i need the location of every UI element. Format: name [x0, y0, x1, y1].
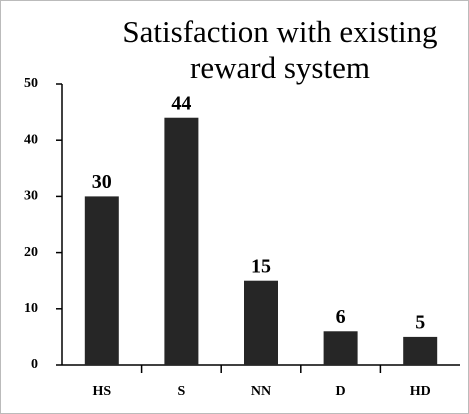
chart-title: Satisfaction with existing reward system: [122, 14, 438, 85]
y-tick-label: 40: [24, 132, 38, 147]
y-tick-label: 0: [31, 357, 38, 372]
y-tick-label: 20: [24, 245, 38, 260]
data-label: 6: [336, 306, 346, 328]
x-tick-label: HD: [410, 384, 431, 399]
data-label: 30: [92, 171, 112, 193]
bar: [84, 196, 119, 365]
bar: [164, 117, 199, 365]
x-tick-label: NN: [251, 384, 271, 399]
data-label: 44: [171, 92, 191, 114]
data-label: 15: [251, 255, 271, 277]
x-tick-label: HS: [92, 384, 111, 399]
x-tick-label: D: [336, 384, 346, 399]
y-tick-label: 30: [24, 189, 38, 204]
y-tick-label: 50: [24, 76, 38, 91]
data-label: 5: [415, 311, 425, 333]
x-tick-label: S: [178, 384, 186, 399]
y-tick-label: 10: [24, 301, 38, 316]
bar: [403, 336, 438, 365]
bar: [323, 331, 358, 365]
bar: [244, 280, 278, 365]
